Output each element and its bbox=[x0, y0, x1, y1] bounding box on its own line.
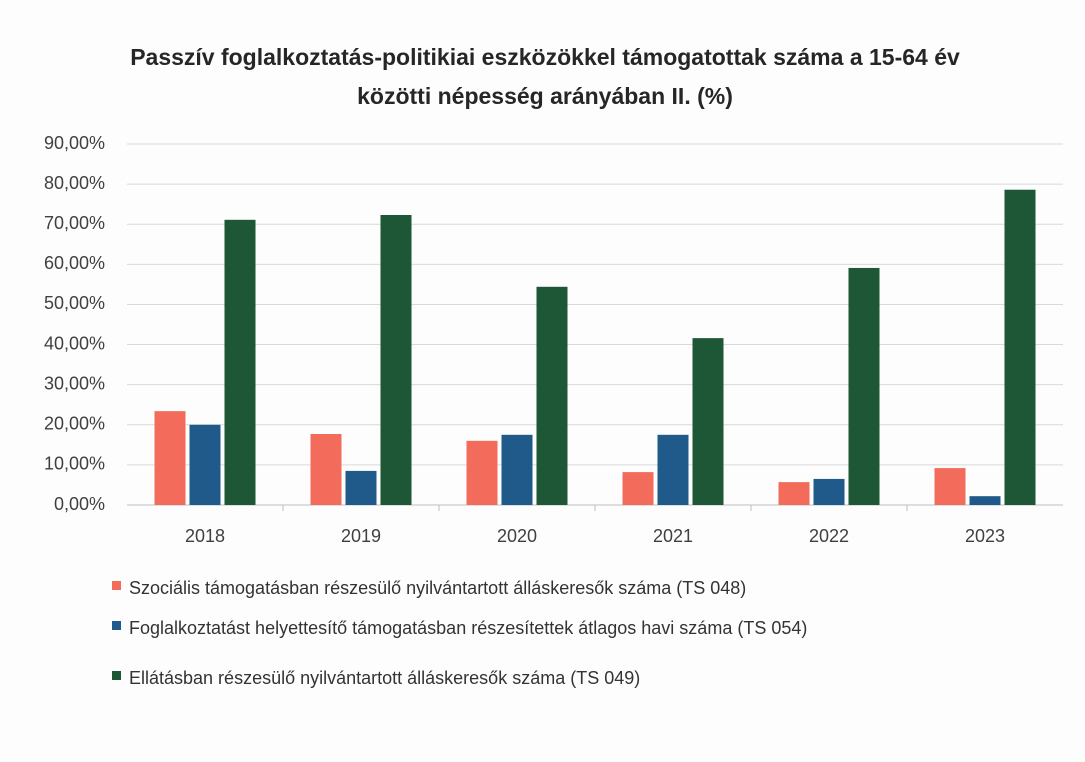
legend-swatch bbox=[112, 581, 121, 590]
y-tick-label: 40,00% bbox=[44, 333, 105, 353]
bar bbox=[934, 468, 966, 505]
y-tick-label: 50,00% bbox=[44, 293, 105, 313]
x-tick-label: 2020 bbox=[497, 526, 537, 546]
bar bbox=[657, 434, 689, 505]
bar bbox=[848, 267, 880, 505]
bar bbox=[189, 424, 221, 505]
legend-label: Foglalkoztatást helyettesítő támogatásba… bbox=[129, 618, 808, 638]
y-tick-label: 20,00% bbox=[44, 414, 105, 434]
bar bbox=[154, 411, 186, 505]
bar bbox=[345, 470, 377, 505]
bar bbox=[380, 214, 412, 505]
x-tick-label: 2023 bbox=[965, 526, 1005, 546]
legend-item: Szociális támogatásban részesülő nyilván… bbox=[112, 575, 1052, 601]
x-tick-label: 2021 bbox=[653, 526, 693, 546]
legend-swatch bbox=[112, 671, 121, 680]
y-tick-label: 70,00% bbox=[44, 213, 105, 233]
y-tick-label: 80,00% bbox=[44, 173, 105, 193]
legend-label: Szociális támogatásban részesülő nyilván… bbox=[129, 578, 747, 598]
chart: 0,00% 10,00% 20,00% 30,00% 40,00% 50,00% 60,00… bbox=[44, 133, 1063, 546]
bar bbox=[466, 440, 498, 505]
y-tick-label: 10,00% bbox=[44, 454, 105, 474]
bar bbox=[536, 286, 568, 505]
x-tick-label: 2019 bbox=[341, 526, 381, 546]
bar bbox=[224, 219, 256, 505]
y-tick-label: 60,00% bbox=[44, 253, 105, 273]
bar bbox=[501, 434, 533, 505]
y-tick-label: 30,00% bbox=[44, 373, 105, 393]
bar bbox=[1004, 189, 1036, 505]
bar bbox=[813, 478, 845, 505]
bar bbox=[692, 338, 724, 505]
y-tick-label: 0,00% bbox=[54, 494, 105, 514]
legend-swatch bbox=[112, 621, 121, 630]
bar bbox=[969, 496, 1001, 505]
bar bbox=[778, 482, 810, 505]
legend-item: Foglalkoztatást helyettesítő támogatásba… bbox=[112, 615, 1052, 641]
y-tick-label: 90,00% bbox=[44, 133, 105, 153]
x-tick-label: 2022 bbox=[809, 526, 849, 546]
bar bbox=[622, 472, 654, 505]
legend-item: Ellátásban részesülő nyilvántartott állá… bbox=[112, 665, 1052, 691]
legend-label: Ellátásban részesülő nyilvántartott állá… bbox=[129, 668, 641, 688]
bar bbox=[310, 434, 342, 505]
chart-title: Passzív foglalkoztatás-politikiai eszköz… bbox=[130, 44, 960, 109]
legend: Szociális támogatásban részesülő nyilván… bbox=[112, 575, 1052, 705]
x-tick-label: 2018 bbox=[185, 526, 225, 546]
